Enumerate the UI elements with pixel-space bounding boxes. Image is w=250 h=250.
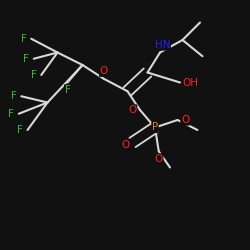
Text: F: F xyxy=(11,91,17,101)
Text: F: F xyxy=(31,70,37,80)
Text: O: O xyxy=(154,154,163,164)
Text: HN: HN xyxy=(155,40,170,50)
Text: F: F xyxy=(64,85,70,95)
Text: O: O xyxy=(100,66,108,76)
Text: F: F xyxy=(17,125,23,135)
Text: P: P xyxy=(152,122,158,132)
Text: F: F xyxy=(21,34,27,44)
Text: OH: OH xyxy=(182,78,198,88)
Text: O: O xyxy=(181,115,189,125)
Text: O: O xyxy=(128,105,136,115)
Text: O: O xyxy=(121,140,129,150)
Text: F: F xyxy=(23,54,29,64)
Text: F: F xyxy=(8,109,14,119)
